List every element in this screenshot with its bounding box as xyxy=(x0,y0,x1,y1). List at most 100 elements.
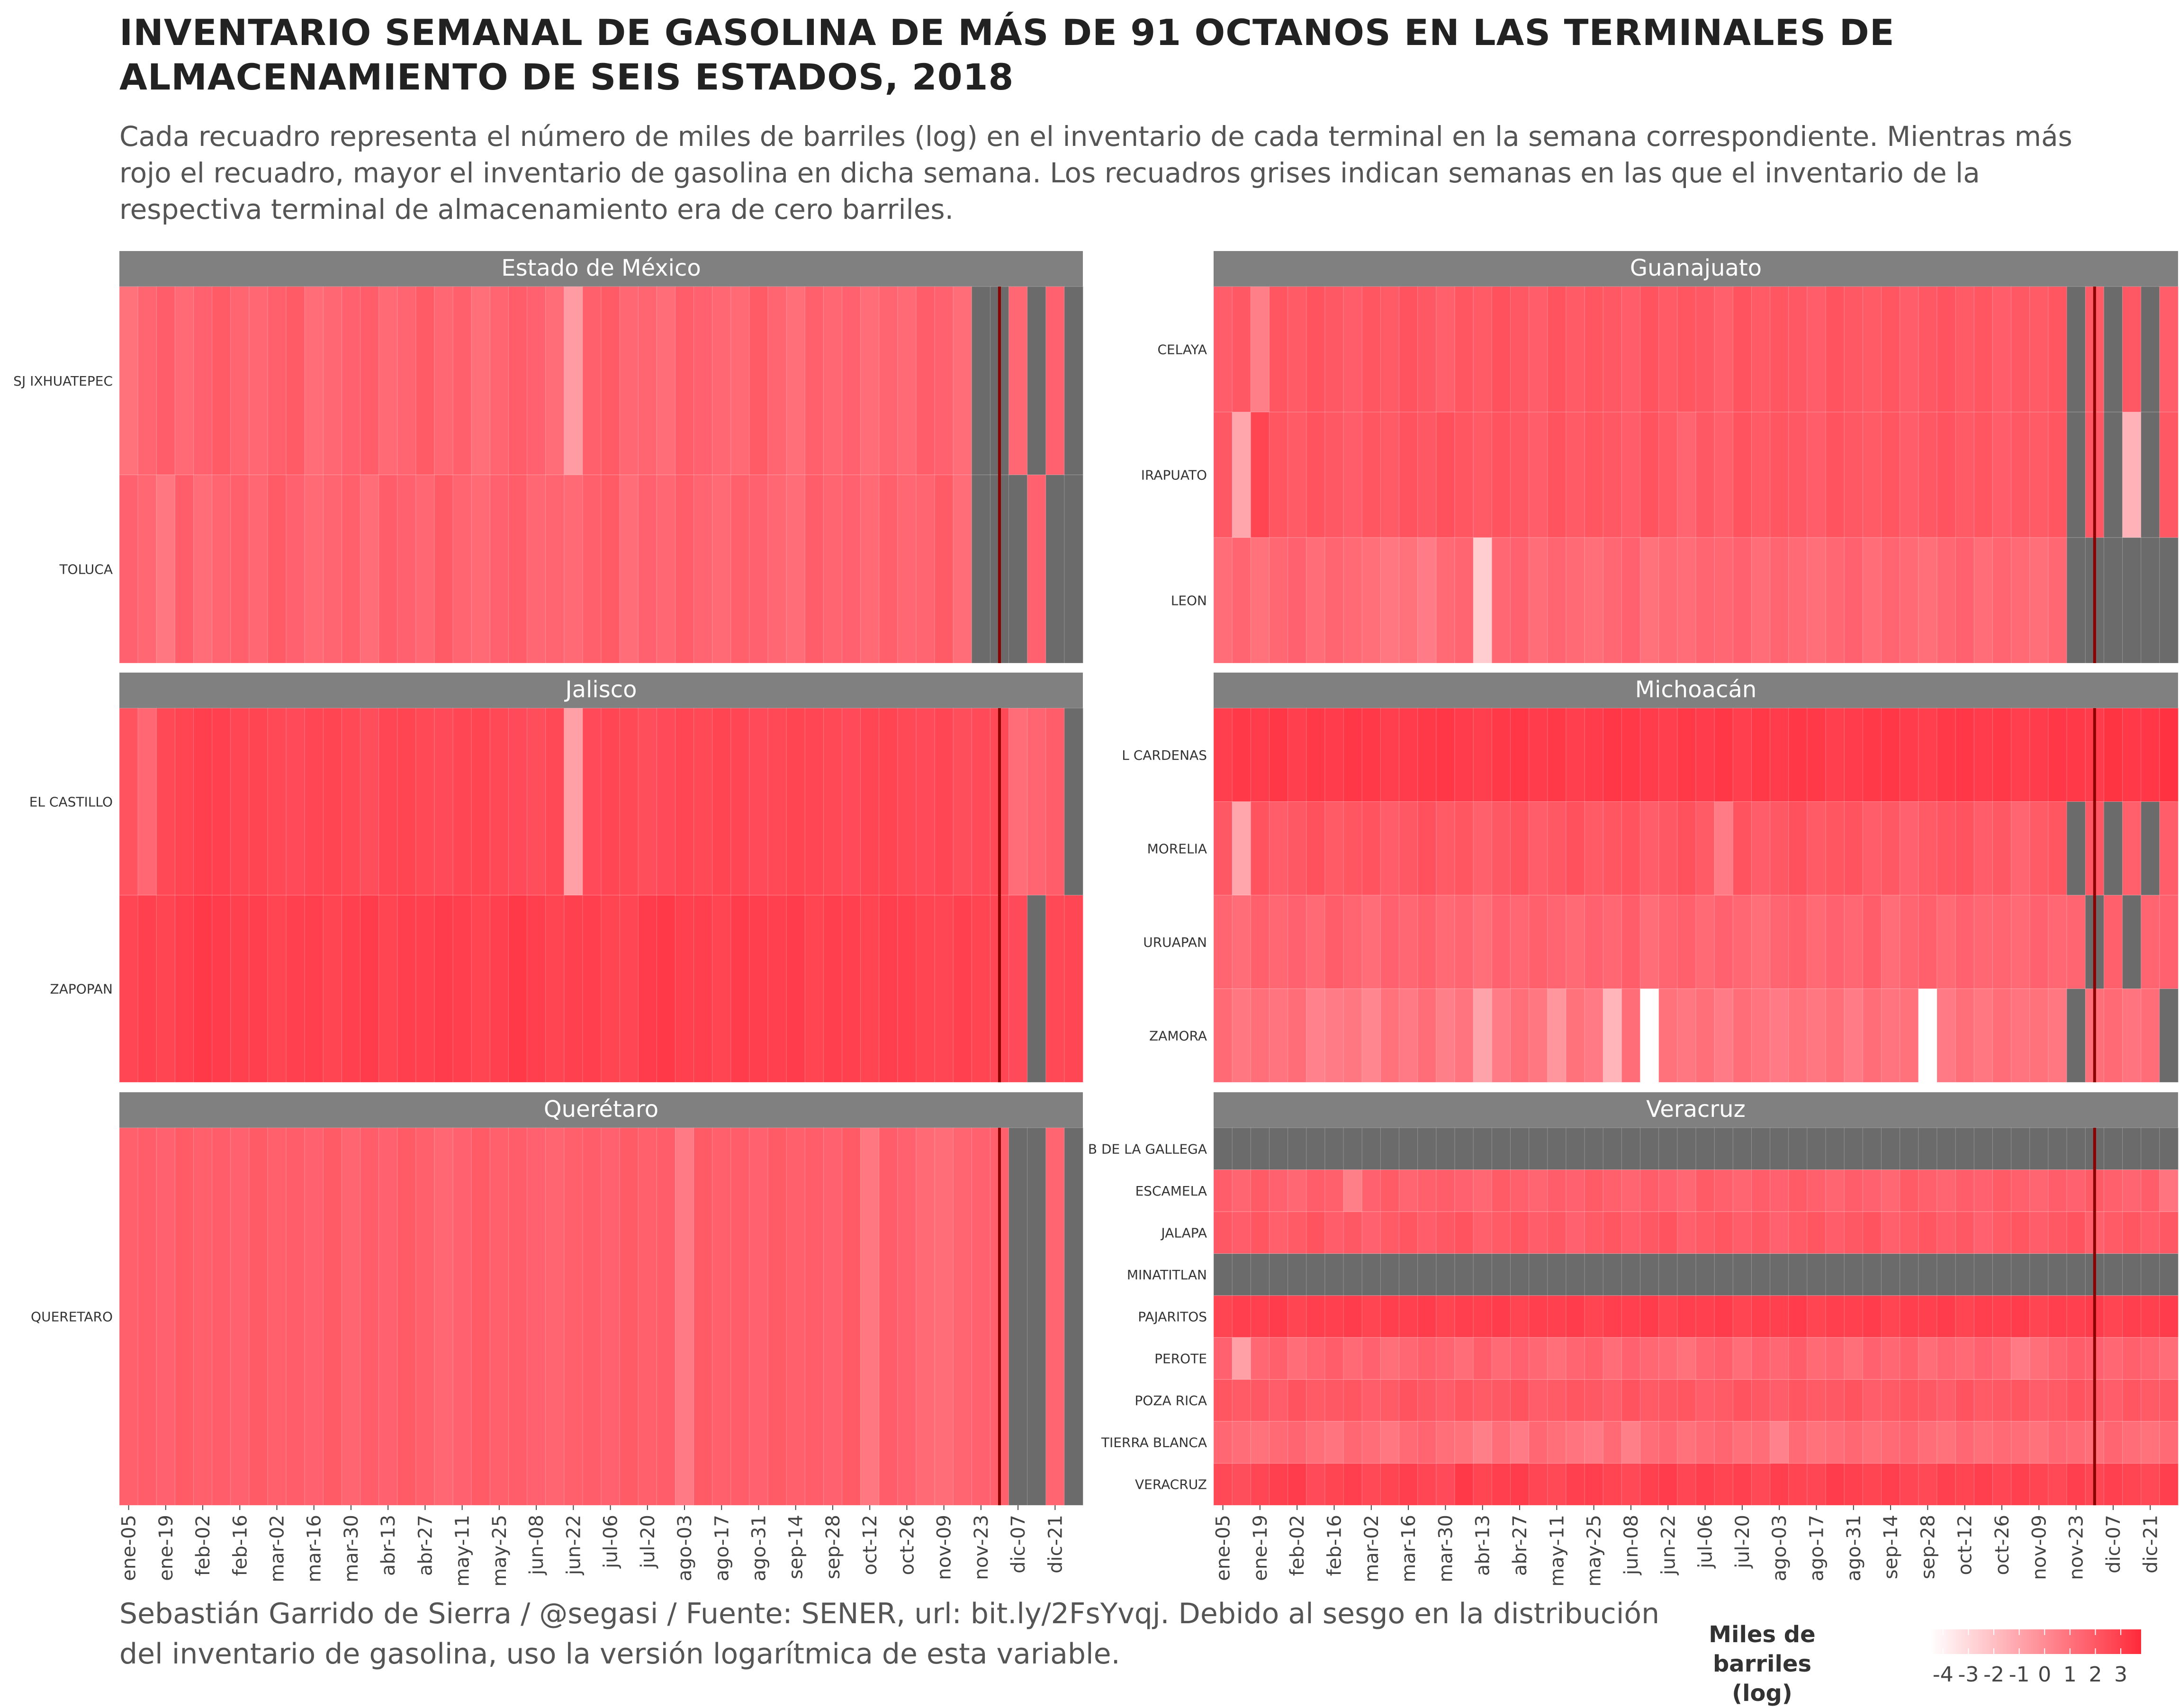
heatmap-cell xyxy=(1343,286,1363,413)
heatmap-cell xyxy=(2029,1463,2049,1506)
heatmap-cell xyxy=(1992,895,2012,989)
heatmap-cell xyxy=(452,1127,472,1506)
heatmap-cell xyxy=(675,895,694,1083)
heatmap-cell xyxy=(360,1127,379,1506)
heatmap-cell xyxy=(1064,475,1083,664)
heatmap-cell xyxy=(1584,1127,1604,1170)
heatmap-cell xyxy=(1844,286,1864,413)
heatmap-cell xyxy=(1770,989,1789,1083)
heatmap-cell xyxy=(1324,537,1344,664)
heatmap-cell xyxy=(1658,1337,1678,1380)
heatmap-cell xyxy=(1510,537,1530,664)
heatmap-cell xyxy=(1844,708,1864,802)
heatmap-cell xyxy=(1973,1127,1993,1170)
heatmap-cell xyxy=(378,286,398,475)
heatmap-cell xyxy=(267,475,287,664)
heatmap-cell xyxy=(1250,1127,1270,1170)
heatmap-cell xyxy=(1306,1463,1325,1506)
heatmap-cell xyxy=(1399,286,1418,413)
heatmap-cell xyxy=(1918,1169,1937,1212)
terminal-label: CELAYA xyxy=(1157,342,1207,358)
heatmap-cell xyxy=(1770,1211,1789,1254)
heatmap-cell xyxy=(804,895,824,1083)
heatmap-cell xyxy=(619,475,639,664)
heatmap-cell xyxy=(1361,1211,1381,1254)
heatmap-cell xyxy=(249,708,268,896)
heatmap-cell xyxy=(2159,1337,2179,1380)
heatmap-cell xyxy=(1491,1463,1511,1506)
heatmap-cell xyxy=(1770,801,1789,896)
terminal-label: TOLUCA xyxy=(59,561,113,577)
heatmap-cell xyxy=(1399,708,1418,802)
heatmap-cell xyxy=(1288,1211,1307,1254)
heatmap-cell xyxy=(415,475,435,664)
heatmap-cell xyxy=(934,286,954,475)
heatmap-cell xyxy=(1529,1337,1548,1380)
heatmap-cell xyxy=(1473,989,1493,1083)
heatmap-cell xyxy=(1269,801,1288,896)
heatmap-cell xyxy=(2141,1253,2160,1296)
heatmap-cell xyxy=(1807,286,1826,413)
heatmap-cell xyxy=(1973,895,1993,989)
heatmap-cell xyxy=(675,1127,694,1506)
heatmap-cell xyxy=(2011,1379,2030,1422)
heatmap-cell xyxy=(1510,895,1530,989)
heatmap-cell xyxy=(953,286,972,475)
heatmap-cell xyxy=(1844,1421,1864,1464)
heatmap-cell xyxy=(1751,537,1771,664)
heatmap-cell xyxy=(1436,1463,1455,1506)
terminal-row-toluca xyxy=(119,475,1083,664)
heatmap-cell xyxy=(1900,1253,1919,1296)
panel-estado-de-mexico: Estado de México SJ IXHUATEPEC TOLUCA xyxy=(13,251,1083,664)
heatmap-cell xyxy=(1380,1127,1400,1170)
heatmap-cell xyxy=(1250,286,1270,413)
heatmap-cell xyxy=(1788,1379,1808,1422)
heatmap-cell xyxy=(1658,1463,1678,1506)
heatmap-cell xyxy=(1695,286,1715,413)
heatmap-cell xyxy=(1658,1253,1678,1296)
heatmap-cell xyxy=(1213,895,1233,989)
heatmap-cell xyxy=(156,286,176,475)
heatmap-cell xyxy=(1751,1379,1771,1422)
heatmap-cell xyxy=(1250,1379,1270,1422)
legend-ticks: -4 -3 -2 -1 0 1 2 3 xyxy=(1933,1629,2127,1687)
heatmap-cell xyxy=(1417,708,1437,802)
heatmap-cell xyxy=(174,1127,194,1506)
heatmap-cell xyxy=(1361,1295,1381,1338)
panel-queretaro: Querétaro QUERETARO ene-05 ene-19 feb-02 feb-… xyxy=(31,1092,1083,1587)
heatmap-cell xyxy=(971,475,991,664)
heatmap-cell xyxy=(2159,1421,2179,1464)
terminal-label: PEROTE xyxy=(1154,1351,1207,1366)
heatmap-cell xyxy=(2011,1421,2030,1464)
heatmap-cell xyxy=(1436,1211,1455,1254)
heatmap-cell xyxy=(2066,1379,2086,1422)
x-tick-label: may-25 xyxy=(1584,1515,1605,1587)
heatmap-cell xyxy=(1862,801,1882,896)
heatmap-cell xyxy=(693,895,713,1083)
heatmap-cell xyxy=(1751,708,1771,802)
heatmap-cell xyxy=(1918,1211,1937,1254)
heatmap-cell xyxy=(1751,1337,1771,1380)
heatmap-cell xyxy=(174,895,194,1083)
heatmap-cell xyxy=(156,1127,176,1506)
heatmap-cell xyxy=(1695,412,1715,538)
terminal-row-b-de-la-gallega xyxy=(1213,1127,2179,1170)
heatmap-cell xyxy=(1584,412,1604,538)
heatmap-cell xyxy=(1380,412,1400,538)
heatmap-cell xyxy=(582,475,602,664)
heatmap-cell xyxy=(1473,1295,1493,1338)
heatmap-cell xyxy=(360,286,379,475)
heatmap-cell xyxy=(1250,1463,1270,1506)
heatmap-cell xyxy=(1566,895,1585,989)
heatmap-cell xyxy=(1529,1379,1548,1422)
heatmap-cell xyxy=(1807,1253,1826,1296)
heatmap-cell xyxy=(916,895,935,1083)
heatmap-cell xyxy=(2029,1295,2049,1338)
heatmap-cell xyxy=(1343,1169,1363,1212)
heatmap-cell xyxy=(267,1127,287,1506)
heatmap-cell xyxy=(619,286,639,475)
heatmap-cell xyxy=(1324,708,1344,802)
heatmap-cell xyxy=(1695,1295,1715,1338)
heatmap-cell xyxy=(452,286,472,475)
heatmap-cell xyxy=(1436,895,1455,989)
